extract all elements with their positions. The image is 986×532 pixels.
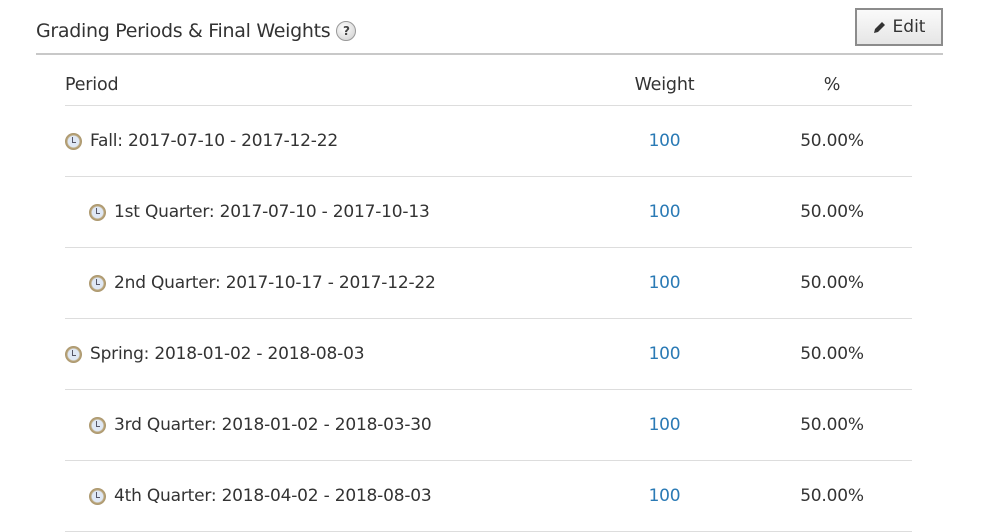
pencil-icon [873, 22, 885, 33]
table-row: Spring: 2018-01-02 - 2018-08-03 100 50.0… [65, 318, 912, 390]
table-row: 2nd Quarter: 2017-10-17 - 2017-12-22 100… [65, 247, 912, 319]
clock-icon [65, 345, 82, 363]
clock-icon [89, 416, 106, 434]
period-label: 2nd Quarter: 2017-10-17 - 2017-12-22 [114, 273, 436, 293]
period-cell: 4th Quarter: 2018-04-02 - 2018-08-03 [65, 460, 577, 532]
period-cell: Spring: 2018-01-02 - 2018-08-03 [65, 318, 577, 390]
period-label: 1st Quarter: 2017-07-10 - 2017-10-13 [114, 202, 430, 222]
clock-icon [65, 132, 82, 150]
section-title: Grading Periods & Final Weights ? [36, 20, 357, 42]
table-row: 1st Quarter: 2017-07-10 - 2017-10-13 100… [65, 176, 912, 248]
percent-value: 50.00% [752, 318, 912, 390]
period-label: 3rd Quarter: 2018-01-02 - 2018-03-30 [114, 415, 432, 435]
section-divider [36, 53, 943, 55]
grading-periods-table: Period Weight % Fall: 2017-07-10 - 2017-… [65, 64, 912, 532]
period-cell: Fall: 2017-07-10 - 2017-12-22 [65, 105, 577, 177]
percent-value: 50.00% [752, 247, 912, 319]
period-label: 4th Quarter: 2018-04-02 - 2018-08-03 [114, 486, 432, 506]
period-label: Fall: 2017-07-10 - 2017-12-22 [90, 131, 338, 151]
period-label: Spring: 2018-01-02 - 2018-08-03 [90, 344, 365, 364]
header-period: Period [65, 64, 577, 106]
clock-icon [89, 487, 106, 505]
table-row: 4th Quarter: 2018-04-02 - 2018-08-03 100… [65, 460, 912, 532]
weight-value[interactable]: 100 [577, 318, 752, 390]
table-header: Period Weight % [65, 64, 912, 106]
weight-value[interactable]: 100 [577, 105, 752, 177]
weight-value[interactable]: 100 [577, 247, 752, 319]
clock-icon [89, 203, 106, 221]
table-row: 3rd Quarter: 2018-01-02 - 2018-03-30 100… [65, 389, 912, 461]
period-cell: 1st Quarter: 2017-07-10 - 2017-10-13 [65, 176, 577, 248]
header-weight: Weight [577, 64, 752, 106]
table-row: Fall: 2017-07-10 - 2017-12-22 100 50.00% [65, 105, 912, 177]
percent-value: 50.00% [752, 176, 912, 248]
percent-value: 50.00% [752, 105, 912, 177]
section-title-text: Grading Periods & Final Weights [36, 20, 331, 42]
edit-button[interactable]: Edit [855, 8, 943, 46]
period-cell: 3rd Quarter: 2018-01-02 - 2018-03-30 [65, 389, 577, 461]
weight-value[interactable]: 100 [577, 389, 752, 461]
weight-value[interactable]: 100 [577, 176, 752, 248]
edit-label: Edit [892, 17, 926, 37]
clock-icon [89, 274, 106, 292]
period-cell: 2nd Quarter: 2017-10-17 - 2017-12-22 [65, 247, 577, 319]
weight-value[interactable]: 100 [577, 460, 752, 532]
percent-value: 50.00% [752, 389, 912, 461]
header-percent: % [752, 64, 912, 106]
percent-value: 50.00% [752, 460, 912, 532]
question-circle-icon[interactable]: ? [336, 21, 357, 41]
